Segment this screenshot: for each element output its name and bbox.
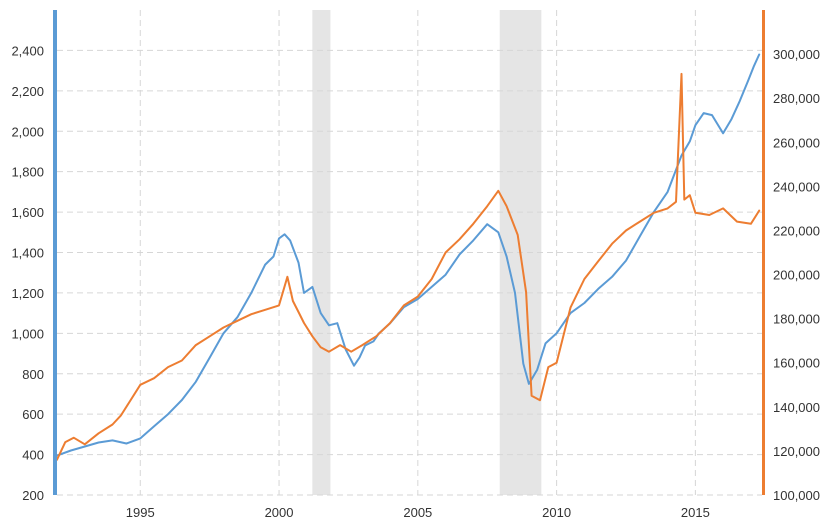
right-tick-label: 260,000 [773, 135, 820, 150]
x-tick-label: 2010 [542, 505, 571, 520]
x-tick-label: 1995 [126, 505, 155, 520]
series-lines [56, 53, 761, 461]
right-tick-label: 200,000 [773, 268, 820, 283]
x-tick-label: 2005 [403, 505, 432, 520]
series-line-right [56, 72, 761, 461]
left-tick-label: 1,000 [11, 326, 44, 341]
x-tick-label: 2015 [681, 505, 710, 520]
left-tick-label: 1,400 [11, 246, 44, 261]
right-tick-label: 100,000 [773, 488, 820, 503]
right-axis-bar [762, 10, 765, 495]
series-line-left [56, 53, 761, 457]
right-tick-label: 220,000 [773, 223, 820, 238]
left-tick-label: 400 [22, 448, 44, 463]
grid-lines [57, 10, 762, 496]
left-tick-label: 1,600 [11, 205, 44, 220]
right-tick-label: 240,000 [773, 179, 820, 194]
left-axis-tick-labels: 200 400 600 800 1,000 1,200 1,400 1,600 1,800 2,0… [11, 43, 44, 503]
left-tick-label: 600 [22, 407, 44, 422]
left-tick-label: 800 [22, 367, 44, 382]
right-tick-label: 180,000 [773, 312, 820, 327]
right-tick-label: 160,000 [773, 356, 820, 371]
x-axis-tick-labels: 1995 2000 2005 2010 2015 [126, 505, 710, 520]
left-tick-label: 2,400 [11, 43, 44, 58]
left-tick-label: 2,000 [11, 124, 44, 139]
left-tick-label: 200 [22, 488, 44, 503]
right-tick-label: 140,000 [773, 400, 820, 415]
left-tick-label: 1,800 [11, 165, 44, 180]
x-tick-label: 2000 [265, 505, 294, 520]
right-axis-tick-labels: 100,000 120,000 140,000 160,000 180,000 200,0… [773, 47, 820, 503]
recession-bands [312, 10, 542, 495]
left-tick-label: 1,200 [11, 286, 44, 301]
right-tick-label: 280,000 [773, 91, 820, 106]
left-axis-bar [53, 10, 57, 495]
right-tick-label: 300,000 [773, 47, 820, 62]
left-tick-label: 2,200 [11, 84, 44, 99]
right-tick-label: 120,000 [773, 444, 820, 459]
